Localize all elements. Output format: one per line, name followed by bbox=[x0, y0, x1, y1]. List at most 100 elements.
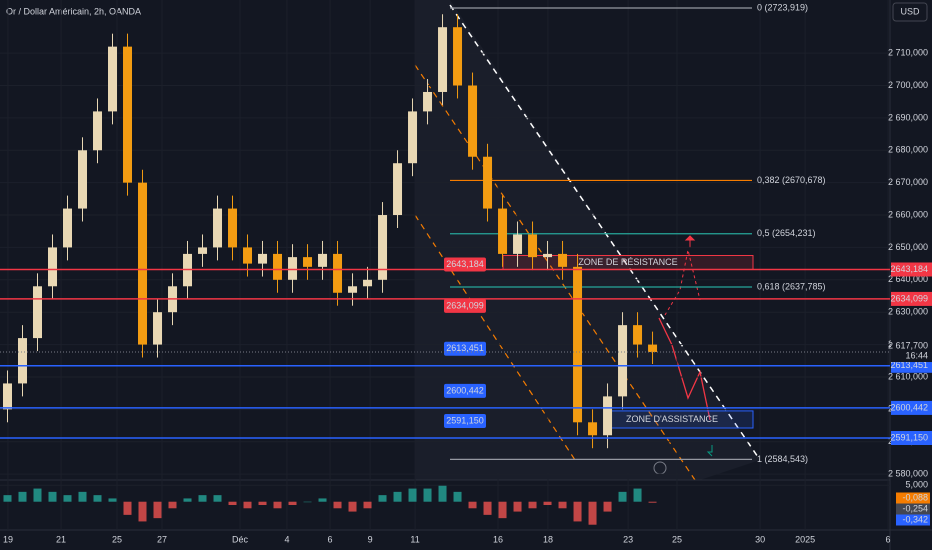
macd-bar bbox=[393, 491, 402, 502]
x-tick-label: Déc bbox=[232, 534, 249, 544]
x-tick-label: 18 bbox=[543, 534, 553, 544]
macd-bar bbox=[603, 501, 612, 512]
y-tick-label: 2 660,000 bbox=[888, 209, 928, 219]
macd-tick-label: 5,000 bbox=[905, 480, 928, 490]
candle-body bbox=[243, 247, 253, 264]
macd-bar bbox=[123, 501, 132, 515]
candle-body bbox=[588, 422, 598, 436]
level-badge bbox=[444, 257, 486, 272]
macd-bar bbox=[558, 501, 567, 509]
x-tick-label: 25 bbox=[112, 534, 122, 544]
currency-box[interactable] bbox=[892, 2, 928, 22]
candle-body bbox=[528, 234, 538, 258]
macd-bar bbox=[183, 498, 192, 502]
macd-badge-label: -0,342 bbox=[902, 514, 928, 524]
axis-badge bbox=[891, 262, 932, 277]
macd-bar bbox=[633, 488, 642, 502]
candle-body bbox=[18, 338, 28, 384]
candle-body bbox=[468, 85, 478, 157]
candle-body bbox=[153, 312, 163, 345]
candle-body bbox=[558, 253, 568, 267]
candle-body bbox=[213, 208, 223, 248]
candle-body bbox=[48, 247, 58, 287]
level-badge-label: 2600,442 bbox=[446, 385, 484, 395]
candle-body bbox=[348, 286, 358, 293]
axis-badge bbox=[891, 431, 932, 446]
x-tick-label: 21 bbox=[56, 534, 66, 544]
y-tick-label: 2 580,000 bbox=[888, 468, 928, 478]
x-tick-label: 19 bbox=[3, 534, 13, 544]
candle-body bbox=[258, 253, 268, 264]
x-tick-label: 30 bbox=[755, 534, 765, 544]
macd-badge bbox=[896, 492, 930, 504]
current-price-label: 2 617,700 bbox=[888, 340, 928, 350]
macd-bar bbox=[378, 495, 387, 502]
candle-body bbox=[423, 91, 433, 112]
candle-body bbox=[543, 253, 553, 258]
x-tick-label: 2025 bbox=[795, 534, 815, 544]
macd-bar bbox=[93, 495, 102, 502]
y-tick-label: 2 670,000 bbox=[888, 177, 928, 187]
macd-bar bbox=[423, 488, 432, 502]
level-badge bbox=[444, 341, 486, 356]
current-time-label: 16:44 bbox=[905, 350, 928, 360]
up-arrow-icon bbox=[706, 445, 713, 457]
macd-bar bbox=[303, 501, 312, 503]
x-tick-label: 23 bbox=[623, 534, 633, 544]
macd-bar bbox=[228, 501, 237, 505]
candle-body bbox=[63, 208, 73, 248]
macd-bar bbox=[648, 501, 657, 503]
fib-label: 0,618 (2637,785) bbox=[757, 281, 826, 291]
macd-bar bbox=[453, 491, 462, 502]
fib-label: 1 (2584,543) bbox=[757, 454, 808, 464]
macd-bar bbox=[168, 501, 177, 509]
level-badge-label: 2643,184 bbox=[446, 259, 484, 269]
candle-body bbox=[93, 111, 103, 151]
macd-bar bbox=[3, 495, 12, 502]
macd-bar bbox=[78, 491, 87, 502]
macd-badge-label: -0,088 bbox=[902, 492, 928, 502]
y-tick-label: 2 680,000 bbox=[888, 145, 928, 155]
candle-body bbox=[513, 234, 523, 254]
y-tick-label: 2 640,000 bbox=[888, 274, 928, 284]
axis-badge-label: 2643,184 bbox=[890, 264, 928, 274]
candle-body bbox=[318, 253, 328, 267]
y-tick-label: 2 650,000 bbox=[888, 242, 928, 252]
level-badge-label: 2634,099 bbox=[446, 300, 484, 310]
candle-body bbox=[303, 257, 313, 267]
candle-body bbox=[33, 286, 43, 339]
x-tick-label: 27 bbox=[157, 534, 167, 544]
macd-bar bbox=[48, 491, 57, 502]
candle-body bbox=[333, 253, 343, 293]
candle-body bbox=[438, 27, 448, 92]
macd-bar bbox=[198, 495, 207, 502]
axis-badge bbox=[891, 400, 932, 415]
currency[interactable]: USD bbox=[900, 6, 920, 16]
candle-body bbox=[363, 279, 373, 287]
level-badge bbox=[444, 414, 486, 429]
macd-bar bbox=[288, 501, 297, 505]
channel-upper bbox=[449, 4, 761, 461]
x-tick-label: 6 bbox=[886, 534, 891, 544]
macd-bar bbox=[468, 501, 477, 509]
macd-bar bbox=[483, 501, 492, 515]
projection-path bbox=[658, 317, 711, 421]
macd-bar bbox=[618, 491, 627, 502]
x-tick-label: 16 bbox=[493, 534, 503, 544]
candle-body bbox=[273, 253, 283, 280]
candle-body bbox=[618, 325, 628, 397]
candle-body bbox=[648, 344, 658, 353]
channel-area bbox=[415, 0, 760, 480]
level-badge bbox=[444, 298, 486, 313]
candle-body bbox=[3, 383, 13, 410]
axis-badge-label: 2600,442 bbox=[890, 402, 928, 412]
axis-badge bbox=[891, 358, 932, 373]
candle-body bbox=[198, 247, 208, 254]
macd-bar bbox=[258, 501, 267, 505]
y-tick-label: 2 610,000 bbox=[888, 371, 928, 381]
candle-body bbox=[393, 163, 403, 216]
macd-bar bbox=[108, 498, 117, 502]
x-tick-label: 9 bbox=[368, 534, 373, 544]
current-price-badge bbox=[891, 340, 932, 363]
candle-body bbox=[573, 266, 583, 423]
